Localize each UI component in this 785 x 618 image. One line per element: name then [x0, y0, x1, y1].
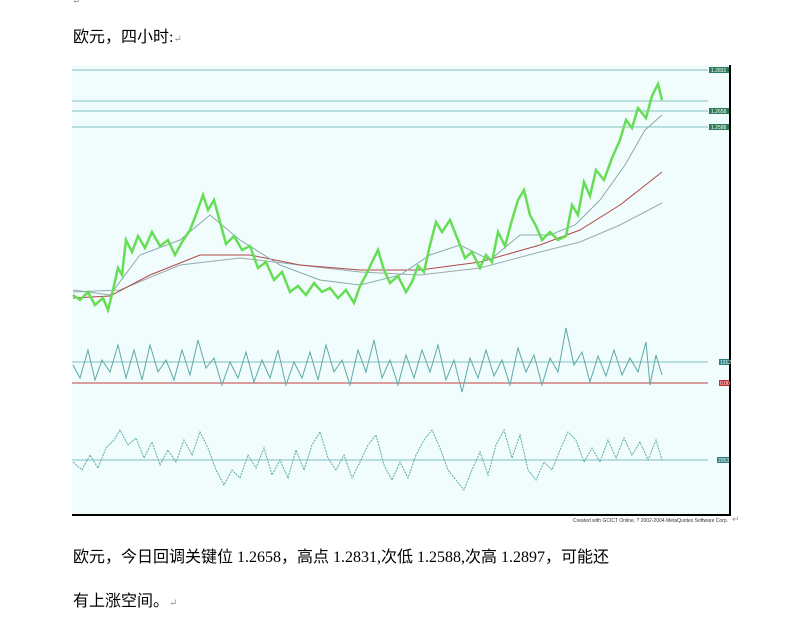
paragraph-text: 有上涨空间。: [73, 593, 170, 610]
paragraph-line: 有上涨空间。↵: [73, 587, 177, 611]
level-label: 1.2588: [711, 125, 727, 131]
return-mark: ↵: [732, 514, 740, 524]
indicator-label: 1912: [720, 360, 731, 366]
price-line: [72, 80, 664, 314]
oscillator-line: [72, 327, 663, 393]
level-label: 1.2831: [711, 68, 727, 74]
label-box: [709, 124, 729, 130]
label-box: [719, 380, 729, 386]
level-lines: [72, 69, 708, 461]
label-box: [717, 457, 729, 463]
heading-text: 欧元，四小时:: [73, 29, 174, 46]
label-box: [709, 67, 729, 73]
return-mark: ↵: [173, 34, 182, 45]
return-mark: ↵: [72, 0, 81, 7]
mid-average: [72, 171, 663, 299]
heading: 欧元，四小时:↵: [73, 23, 182, 47]
chart-credit: Created with GCICT Online, ? 2002-2004 M…: [573, 518, 728, 524]
label-box: [719, 359, 729, 365]
chart-background: [72, 65, 730, 515]
level-labels: 1.2831 1.2658 1.2588 1912 0.00 2953: [709, 67, 731, 464]
indicator-label: 2953: [718, 458, 729, 464]
return-mark: ↵: [169, 598, 178, 609]
paragraph-line: 欧元，今日回调关键位 1.2658，高点 1.2831,次低 1.2588,次高…: [73, 549, 610, 566]
label-box: [709, 108, 729, 114]
stochastic-line: [72, 428, 663, 491]
indicator-label: 0.00: [720, 381, 730, 387]
level-label: 1.2658: [711, 109, 727, 115]
slow-average: [72, 202, 663, 293]
